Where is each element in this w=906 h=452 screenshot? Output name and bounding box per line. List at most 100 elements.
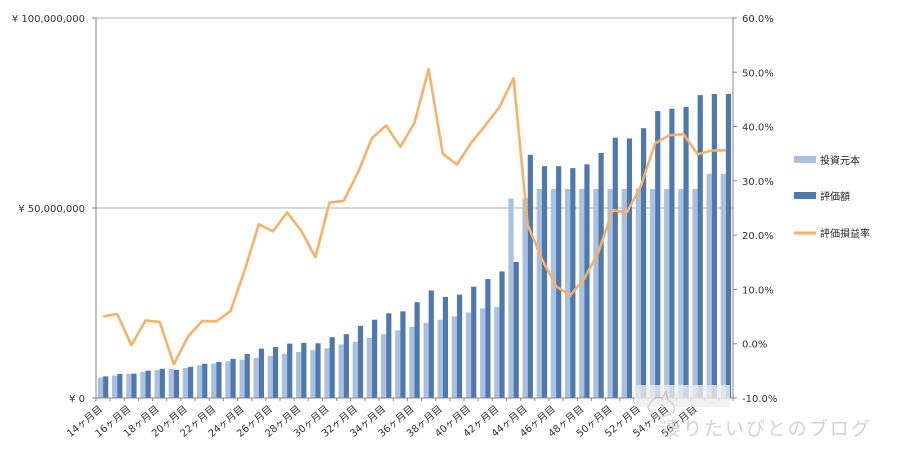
legend-swatch bbox=[794, 156, 816, 163]
y-right-tick-label: 10.0% bbox=[742, 285, 774, 296]
bar-principal bbox=[692, 189, 698, 398]
bar-valuation bbox=[258, 348, 264, 398]
x-axis-labels: 14ヶ月目16ヶ月目18ヶ月目20ヶ月目22ヶ月目24ヶ月目26ヶ月目28ヶ月目… bbox=[65, 403, 700, 440]
bar-principal bbox=[281, 353, 288, 398]
bar-valuation bbox=[287, 343, 293, 398]
bar-valuation bbox=[612, 137, 618, 398]
y-axis-right-labels: -10.0% 0.0% 10.0% 20.0% 30.0% 40.0% 50.0% 60.0% bbox=[742, 14, 777, 405]
legend-swatch bbox=[794, 192, 816, 199]
bar-principal bbox=[423, 322, 429, 398]
bar-principal bbox=[451, 316, 457, 398]
bar-valuation bbox=[357, 325, 364, 398]
bar-principal bbox=[437, 319, 443, 398]
bar-principal bbox=[267, 355, 273, 398]
y-right-tick-label: 0.0% bbox=[742, 340, 767, 351]
y-right-tick-label: 20.0% bbox=[742, 231, 774, 242]
bar-valuation bbox=[272, 347, 279, 398]
bar-principal bbox=[607, 189, 613, 398]
y-left-tick-label: ¥ 50,000,000 bbox=[18, 204, 85, 215]
bar-valuation bbox=[570, 168, 576, 398]
bar-valuation bbox=[584, 164, 590, 398]
bar-valuation bbox=[414, 302, 420, 398]
bar-principal bbox=[352, 341, 358, 398]
bar-principal bbox=[310, 350, 316, 398]
legend-label: 評価額 bbox=[820, 190, 850, 203]
bar-principal bbox=[508, 198, 514, 398]
bar-principal bbox=[649, 189, 656, 398]
bar-valuation bbox=[301, 342, 307, 398]
bar-principal bbox=[593, 189, 599, 398]
bar-valuation bbox=[230, 358, 236, 398]
bar-principal bbox=[211, 363, 217, 398]
watermark: 凄りたいびとのブログ bbox=[634, 385, 872, 440]
bar-principal bbox=[324, 348, 330, 398]
bar-valuation bbox=[711, 94, 717, 398]
bar-valuation bbox=[513, 261, 519, 398]
bar-valuation bbox=[386, 313, 392, 398]
bar-principal bbox=[494, 306, 500, 398]
bar-principal bbox=[635, 189, 641, 398]
cat-icon bbox=[647, 390, 676, 418]
bars bbox=[97, 94, 732, 399]
bar-principal bbox=[409, 326, 415, 398]
y-right-tick-label: -10.0% bbox=[742, 394, 777, 405]
bar-valuation bbox=[244, 353, 250, 398]
legend-label: 投資元本 bbox=[820, 154, 860, 167]
y-right-tick-label: 30.0% bbox=[742, 177, 774, 188]
bar-principal bbox=[196, 365, 203, 398]
bar-valuation bbox=[315, 343, 321, 398]
bar-principal bbox=[480, 308, 486, 398]
bar-principal bbox=[678, 189, 684, 398]
bar-principal bbox=[522, 198, 528, 398]
bar-principal bbox=[253, 357, 259, 398]
bar-valuation bbox=[329, 337, 335, 398]
bar-valuation bbox=[640, 128, 647, 398]
watermark-text: 凄りたいびとのブログ bbox=[662, 417, 872, 440]
bar-principal bbox=[154, 369, 160, 398]
bar-valuation bbox=[598, 152, 604, 398]
bar-valuation bbox=[343, 334, 349, 398]
bar-principal bbox=[126, 373, 132, 398]
y-axis-left-labels: ¥ 0 ¥ 50,000,000 ¥ 100,000,000 bbox=[12, 14, 85, 405]
bar-valuation bbox=[456, 294, 463, 398]
bar-valuation bbox=[669, 108, 675, 398]
line-series bbox=[102, 67, 726, 366]
bar-valuation bbox=[556, 166, 562, 398]
bar-valuation bbox=[725, 94, 732, 398]
bar-valuation bbox=[527, 154, 533, 398]
bar-valuation bbox=[145, 370, 151, 398]
bar-principal bbox=[112, 375, 118, 398]
bar-principal bbox=[664, 189, 670, 398]
bar-valuation bbox=[372, 319, 378, 398]
bar-principal bbox=[706, 173, 712, 398]
y-right-tick-label: 40.0% bbox=[742, 123, 774, 134]
bar-principal bbox=[366, 337, 373, 398]
bar-valuation bbox=[471, 286, 477, 398]
bar-valuation bbox=[626, 138, 633, 398]
bar-valuation bbox=[442, 296, 449, 398]
bar-principal bbox=[395, 330, 401, 398]
bar-principal bbox=[465, 312, 472, 398]
bar-valuation bbox=[216, 361, 222, 398]
bar-principal bbox=[239, 359, 245, 398]
bar-valuation bbox=[428, 290, 434, 398]
bar-principal bbox=[296, 352, 302, 398]
legend-label: 評価損益率 bbox=[820, 227, 870, 240]
y-left-tick-label: ¥ 0 bbox=[69, 394, 85, 405]
bar-principal bbox=[97, 377, 104, 398]
bar-valuation bbox=[131, 373, 137, 398]
bar-valuation bbox=[173, 369, 180, 398]
y-right-tick-label: 60.0% bbox=[742, 14, 774, 25]
bar-principal bbox=[380, 334, 387, 398]
bar-valuation bbox=[103, 376, 109, 398]
bar-valuation bbox=[541, 166, 548, 398]
bar-principal bbox=[140, 371, 146, 398]
bar-principal bbox=[338, 344, 344, 398]
bar-valuation bbox=[499, 271, 505, 398]
bar-principal bbox=[182, 367, 189, 398]
bar-principal bbox=[225, 361, 231, 398]
bar-valuation bbox=[485, 279, 491, 398]
y-left-tick-label: ¥ 100,000,000 bbox=[12, 14, 85, 25]
